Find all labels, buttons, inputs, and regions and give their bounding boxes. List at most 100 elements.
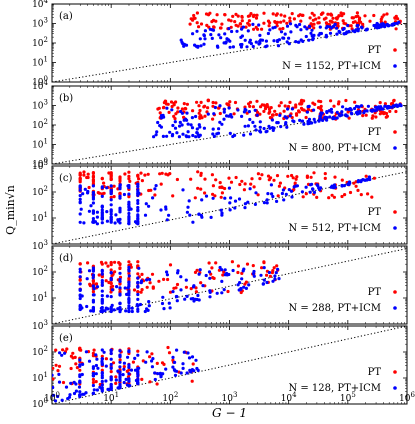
- data-point-pt-icm: [286, 107, 290, 111]
- data-point-pt: [94, 282, 98, 286]
- data-point-pt-icm: [87, 269, 92, 273]
- data-point-pt-icm: [222, 117, 226, 121]
- data-point-pt-icm: [57, 380, 62, 384]
- data-point-pt: [137, 177, 141, 181]
- data-point-pt: [118, 175, 122, 179]
- data-point-pt: [304, 192, 308, 196]
- data-point-pt-icm: [306, 105, 310, 109]
- data-point-pt-icm: [60, 353, 64, 357]
- data-point-pt: [188, 22, 192, 26]
- data-point-pt-icm: [258, 33, 262, 38]
- data-point-pt-icm: [78, 390, 82, 394]
- data-point-pt-icm: [153, 371, 157, 375]
- data-point-pt-icm: [225, 37, 229, 41]
- data-point-pt-icm: [114, 213, 118, 217]
- data-point-pt: [267, 107, 272, 111]
- data-point-pt: [319, 107, 323, 111]
- data-point-pt: [210, 266, 214, 270]
- data-point-pt-icm: [151, 357, 155, 361]
- data-point-pt-icm: [211, 196, 215, 200]
- data-point-pt-icm: [159, 374, 163, 378]
- legend-label-pt-icm: N = 512, PT+ICM: [288, 223, 381, 234]
- data-point-pt: [354, 15, 358, 19]
- data-point-pt-icm: [89, 309, 93, 313]
- data-point-pt: [271, 269, 275, 273]
- data-point-pt: [268, 274, 272, 278]
- data-point-pt: [384, 111, 389, 116]
- data-point-pt: [109, 174, 113, 178]
- data-point-pt-icm: [202, 34, 206, 38]
- data-point-pt-icm: [118, 286, 122, 290]
- data-point-pt-icm: [91, 192, 95, 197]
- data-point-pt-icm: [118, 373, 122, 377]
- data-point-pt-icm: [144, 360, 148, 364]
- data-point-pt-icm: [230, 29, 234, 34]
- data-point-pt-icm: [52, 393, 56, 397]
- data-point-pt-icm: [118, 279, 122, 283]
- data-point-pt-icm: [203, 29, 207, 33]
- data-point-pt-icm: [230, 115, 234, 119]
- data-point-pt-icm: [340, 184, 344, 188]
- data-point-pt-icm: [118, 365, 122, 369]
- data-point-pt-icm: [252, 274, 256, 278]
- data-point-pt-icm: [136, 353, 140, 357]
- data-point-pt: [97, 273, 101, 277]
- data-point-pt: [252, 14, 256, 19]
- legend: PT N = 1152, PT+ICM: [282, 45, 397, 72]
- data-point-pt-icm: [118, 194, 122, 198]
- data-point-pt-icm: [242, 133, 246, 137]
- data-point-pt: [340, 178, 344, 182]
- legend-marker-pt: [393, 370, 397, 374]
- data-point-pt-icm: [143, 309, 147, 314]
- data-point-pt: [214, 101, 218, 105]
- data-point-pt: [389, 102, 394, 106]
- data-point-pt: [273, 20, 277, 24]
- panel-tag: (a): [59, 11, 73, 22]
- data-point-pt-icm: [153, 377, 157, 382]
- data-point-pt-icm: [344, 107, 348, 111]
- data-point-pt-icm: [318, 188, 322, 192]
- data-point-pt: [91, 278, 95, 282]
- data-point-pt-icm: [267, 270, 271, 275]
- data-point-pt: [75, 366, 79, 370]
- data-point-pt: [100, 262, 104, 266]
- x-tick-label: 100: [44, 391, 60, 404]
- data-point-pt: [295, 175, 299, 179]
- data-point-pt: [243, 105, 247, 109]
- data-point-pt: [317, 21, 321, 25]
- data-point-pt: [140, 377, 144, 381]
- data-point-pt: [168, 263, 173, 267]
- data-point-pt-icm: [393, 22, 397, 26]
- data-point-pt-icm: [150, 365, 154, 369]
- data-point-pt: [220, 22, 224, 26]
- data-point-pt: [211, 192, 215, 196]
- data-point-pt-icm: [227, 272, 231, 277]
- data-point-pt: [52, 366, 55, 370]
- data-point-pt: [109, 176, 113, 180]
- data-point-pt: [172, 286, 176, 290]
- data-point-pt-icm: [324, 33, 328, 38]
- data-point-pt-icm: [337, 113, 341, 117]
- data-point-pt-icm: [262, 278, 266, 282]
- data-point-pt: [220, 191, 224, 195]
- legend-label-pt: PT: [368, 207, 382, 218]
- data-point-pt-icm: [224, 41, 228, 45]
- data-point-pt: [118, 282, 122, 286]
- data-point-pt-icm: [78, 270, 82, 274]
- data-point-pt-icm: [78, 379, 82, 383]
- data-point-pt: [195, 268, 199, 272]
- data-point-pt-icm: [258, 125, 262, 129]
- data-point-pt: [238, 22, 242, 26]
- data-point-pt-icm: [271, 279, 275, 283]
- y-tick-label: 101: [32, 211, 48, 224]
- legend: PT N = 800, PT+ICM: [288, 127, 397, 154]
- data-point-pt: [283, 14, 287, 18]
- data-point-pt: [260, 266, 264, 270]
- data-point-pt-icm: [180, 123, 184, 127]
- data-point-pt: [245, 111, 249, 115]
- data-point-pt: [349, 24, 353, 28]
- panel-a: 100 101 102 103 104 (a) PT N = 1152, PT+ICM: [32, 0, 408, 88]
- data-point-pt: [61, 380, 66, 385]
